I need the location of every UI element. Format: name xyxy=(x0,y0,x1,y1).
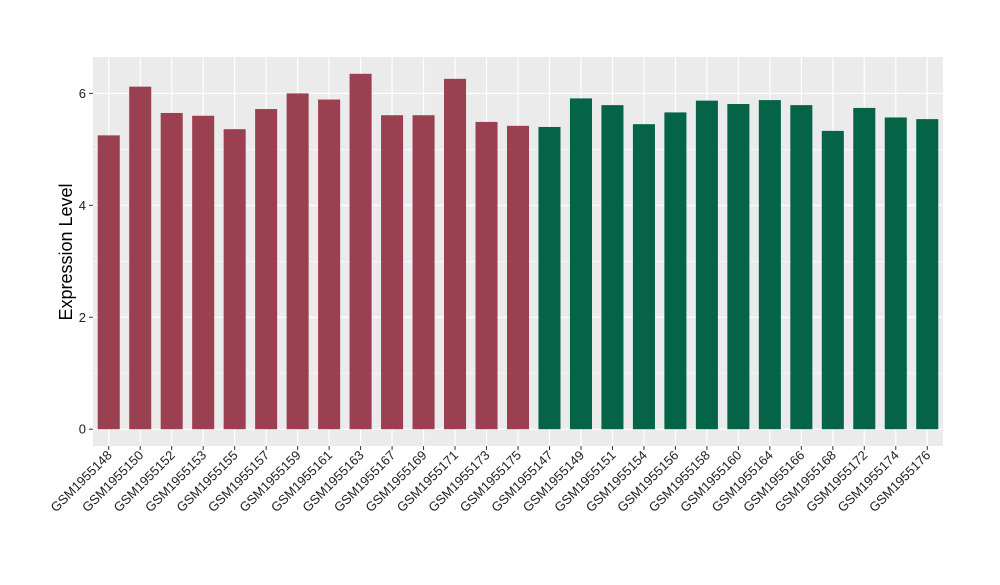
bar-GSM1955161 xyxy=(318,99,341,430)
bar-GSM1955171 xyxy=(444,78,467,430)
bar-GSM1955176 xyxy=(916,119,939,430)
bar-GSM1955173 xyxy=(475,121,498,430)
bar-GSM1955151 xyxy=(601,105,624,430)
bar-GSM1955148 xyxy=(97,135,120,430)
bar-GSM1955157 xyxy=(255,109,278,430)
bar-GSM1955150 xyxy=(129,86,152,430)
bar-GSM1955153 xyxy=(192,115,215,430)
bar-GSM1955156 xyxy=(664,112,687,430)
y-tick-label: 0 xyxy=(79,422,86,437)
bar-GSM1955168 xyxy=(821,130,844,430)
y-axis: 0 2 4 6 xyxy=(79,86,93,437)
bar-GSM1955154 xyxy=(632,124,655,430)
bar-GSM1955163 xyxy=(349,73,372,430)
bar-GSM1955155 xyxy=(223,129,246,430)
bar-GSM1955160 xyxy=(727,104,750,430)
y-tick-label: 6 xyxy=(79,86,86,101)
y-axis-title: Expression Level xyxy=(56,183,76,320)
y-tick-label: 4 xyxy=(79,198,86,213)
bar-GSM1955169 xyxy=(412,115,435,430)
bar-GSM1955147 xyxy=(538,126,561,430)
bars xyxy=(97,73,939,430)
bar-GSM1955159 xyxy=(286,93,309,430)
bar-GSM1955175 xyxy=(506,125,530,430)
bar-GSM1955174 xyxy=(884,117,907,430)
bar-GSM1955172 xyxy=(853,107,876,430)
bar-GSM1955152 xyxy=(160,112,183,430)
x-axis: GSM1955148GSM1955150GSM1955152GSM1955153… xyxy=(48,446,933,515)
y-tick-label: 2 xyxy=(79,310,86,325)
bar-GSM1955158 xyxy=(695,100,718,430)
bar-GSM1955149 xyxy=(569,98,592,430)
bar-GSM1955166 xyxy=(790,105,813,430)
bar-GSM1955167 xyxy=(381,115,404,430)
bar-GSM1955164 xyxy=(758,100,781,430)
